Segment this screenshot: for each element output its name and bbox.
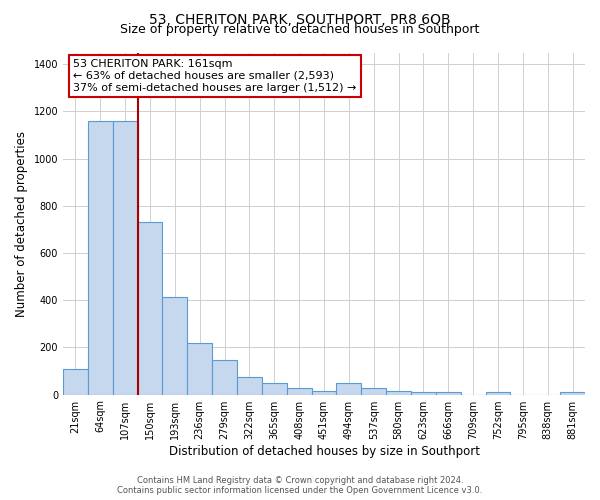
Bar [337, 384, 361, 394]
Text: 53 CHERITON PARK: 161sqm
← 63% of detached houses are smaller (2,593)
37% of sem: 53 CHERITON PARK: 161sqm ← 63% of detach… [73, 60, 357, 92]
Y-axis label: Number of detached properties: Number of detached properties [15, 130, 28, 316]
Bar [386, 391, 411, 394]
Bar [237, 377, 262, 394]
Bar [361, 388, 386, 394]
X-axis label: Distribution of detached houses by size in Southport: Distribution of detached houses by size … [169, 444, 479, 458]
Bar [113, 121, 137, 394]
Bar [436, 392, 461, 394]
Bar [88, 121, 113, 394]
Text: Size of property relative to detached houses in Southport: Size of property relative to detached ho… [121, 22, 479, 36]
Bar [311, 391, 337, 394]
Bar [262, 383, 287, 394]
Bar [411, 392, 436, 394]
Bar [287, 388, 311, 394]
Bar [560, 392, 585, 394]
Text: 53, CHERITON PARK, SOUTHPORT, PR8 6QB: 53, CHERITON PARK, SOUTHPORT, PR8 6QB [149, 12, 451, 26]
Bar [163, 296, 187, 394]
Bar [137, 222, 163, 394]
Bar [187, 342, 212, 394]
Bar [212, 360, 237, 394]
Text: Contains HM Land Registry data © Crown copyright and database right 2024.
Contai: Contains HM Land Registry data © Crown c… [118, 476, 482, 495]
Bar [485, 392, 511, 394]
Bar [63, 370, 88, 394]
